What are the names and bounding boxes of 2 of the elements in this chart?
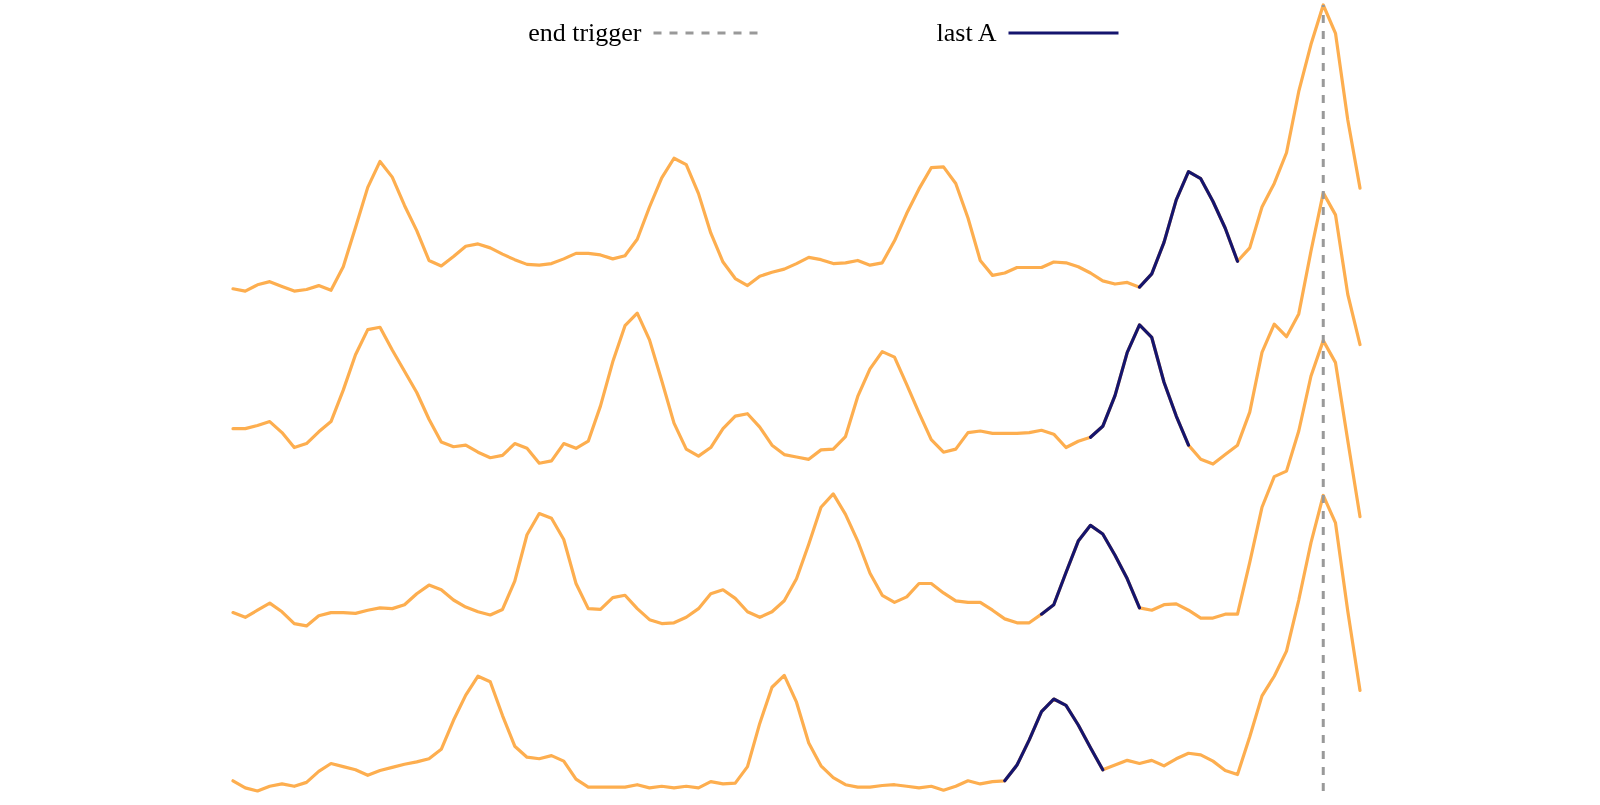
text: end trigger — [528, 18, 642, 47]
legend-label: last A — [936, 18, 997, 47]
